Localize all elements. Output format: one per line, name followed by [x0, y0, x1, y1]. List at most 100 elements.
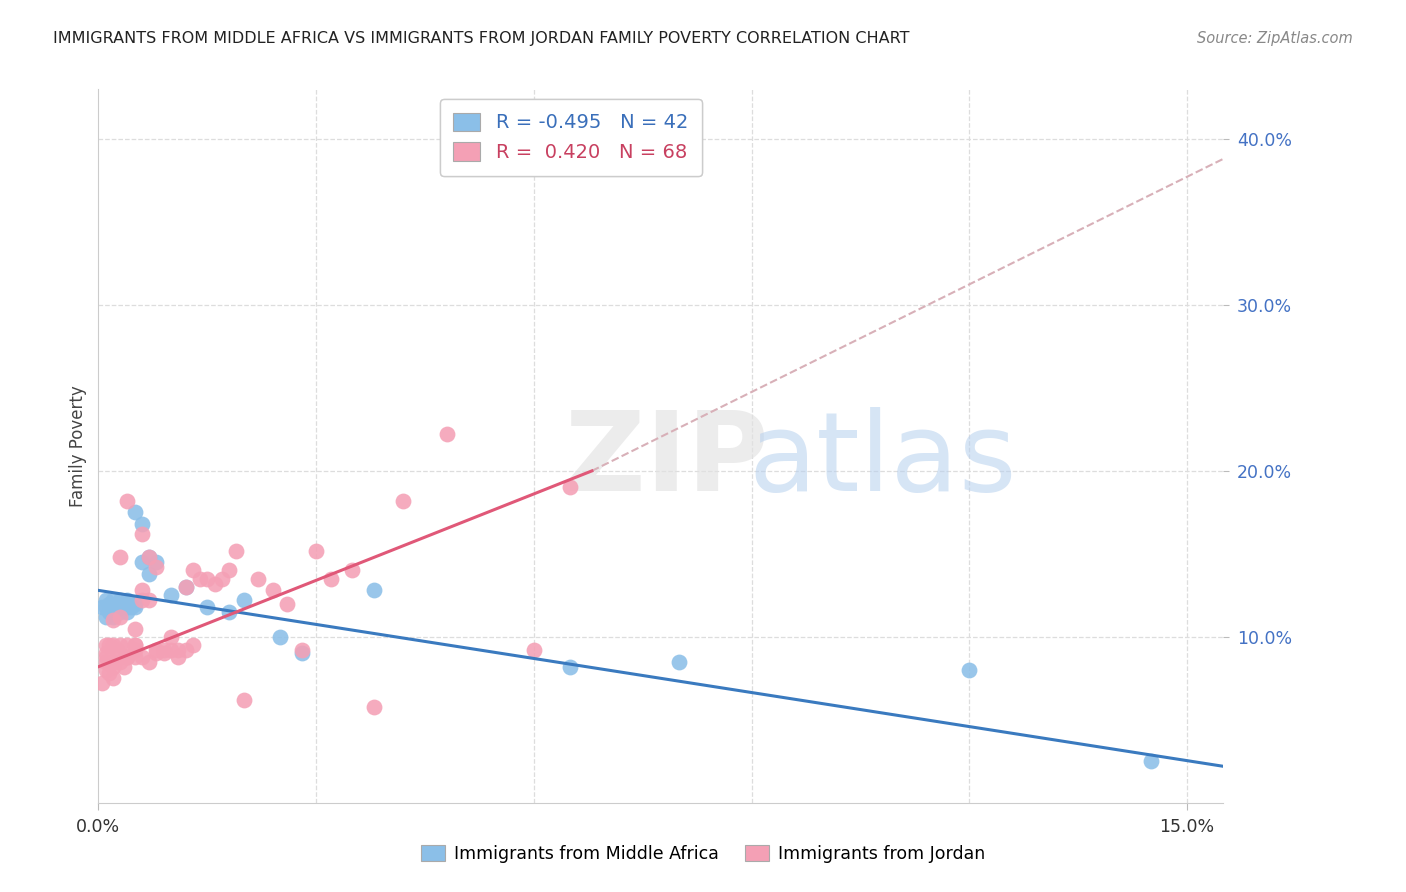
Point — [174, 643, 197, 657]
Point — [94, 663, 117, 677]
Point — [291, 643, 314, 657]
Point — [124, 649, 146, 664]
Point — [94, 638, 117, 652]
Point — [120, 599, 142, 614]
Point — [117, 593, 139, 607]
Point — [436, 427, 458, 442]
Point — [174, 580, 197, 594]
Point — [363, 699, 385, 714]
Point — [167, 643, 190, 657]
Point — [108, 597, 131, 611]
Point — [188, 572, 211, 586]
Point — [101, 638, 124, 652]
Point — [167, 649, 190, 664]
Point — [305, 543, 328, 558]
Point — [124, 505, 146, 519]
Point — [138, 550, 160, 565]
Point — [124, 599, 146, 614]
Point — [117, 493, 139, 508]
Point — [101, 671, 124, 685]
Point — [138, 566, 160, 581]
Point — [101, 593, 124, 607]
Point — [131, 583, 153, 598]
Point — [160, 630, 183, 644]
Point — [94, 655, 117, 669]
Point — [160, 643, 183, 657]
Point — [117, 638, 139, 652]
Point — [131, 649, 153, 664]
Text: atlas: atlas — [748, 407, 1017, 514]
Text: IMMIGRANTS FROM MIDDLE AFRICA VS IMMIGRANTS FROM JORDAN FAMILY POVERTY CORRELATI: IMMIGRANTS FROM MIDDLE AFRICA VS IMMIGRA… — [53, 31, 910, 46]
Point — [342, 564, 364, 578]
Point — [112, 659, 135, 673]
Point — [276, 597, 298, 611]
Point — [152, 643, 174, 657]
Point — [160, 588, 183, 602]
Point — [101, 613, 124, 627]
Point — [98, 638, 121, 652]
Point — [108, 610, 131, 624]
Point — [319, 572, 342, 586]
Point — [105, 597, 128, 611]
Point — [124, 597, 146, 611]
Point — [195, 599, 218, 614]
Point — [94, 647, 117, 661]
Point — [124, 638, 146, 652]
Point — [108, 649, 131, 664]
Point — [668, 655, 690, 669]
Point — [218, 564, 240, 578]
Text: Source: ZipAtlas.com: Source: ZipAtlas.com — [1197, 31, 1353, 46]
Point — [1139, 754, 1161, 768]
Point — [131, 527, 153, 541]
Point — [247, 572, 270, 586]
Legend: Immigrants from Middle Africa, Immigrants from Jordan: Immigrants from Middle Africa, Immigrant… — [413, 838, 993, 870]
Point — [124, 638, 146, 652]
Point — [117, 649, 139, 664]
Point — [101, 605, 124, 619]
Point — [108, 655, 131, 669]
Point — [232, 593, 254, 607]
Point — [152, 647, 174, 661]
Point — [392, 493, 415, 508]
Point — [112, 599, 135, 614]
Point — [131, 555, 153, 569]
Point — [363, 583, 385, 598]
Point — [181, 564, 204, 578]
Point — [108, 638, 131, 652]
Point — [181, 638, 204, 652]
Point — [108, 599, 131, 614]
Point — [101, 610, 124, 624]
Text: ZIP: ZIP — [565, 407, 769, 514]
Point — [195, 572, 218, 586]
Point — [523, 643, 546, 657]
Point — [117, 605, 139, 619]
Point — [124, 622, 146, 636]
Point — [98, 605, 121, 619]
Legend: R = -0.495   N = 42, R =  0.420   N = 68: R = -0.495 N = 42, R = 0.420 N = 68 — [440, 99, 702, 176]
Point — [117, 597, 139, 611]
Point — [145, 647, 167, 661]
Point — [145, 643, 167, 657]
Point — [94, 593, 117, 607]
Point — [98, 666, 121, 681]
Point — [232, 693, 254, 707]
Point — [131, 593, 153, 607]
Point — [145, 560, 167, 574]
Point — [101, 599, 124, 614]
Point — [218, 605, 240, 619]
Point — [138, 655, 160, 669]
Point — [105, 643, 128, 657]
Point — [291, 647, 314, 661]
Point — [101, 655, 124, 669]
Point — [174, 580, 197, 594]
Point — [269, 630, 291, 644]
Point — [204, 576, 226, 591]
Point — [108, 550, 131, 565]
Point — [108, 605, 131, 619]
Point — [225, 543, 247, 558]
Point — [124, 643, 146, 657]
Point — [91, 676, 114, 690]
Point — [957, 663, 980, 677]
Point — [94, 599, 117, 614]
Point — [94, 610, 117, 624]
